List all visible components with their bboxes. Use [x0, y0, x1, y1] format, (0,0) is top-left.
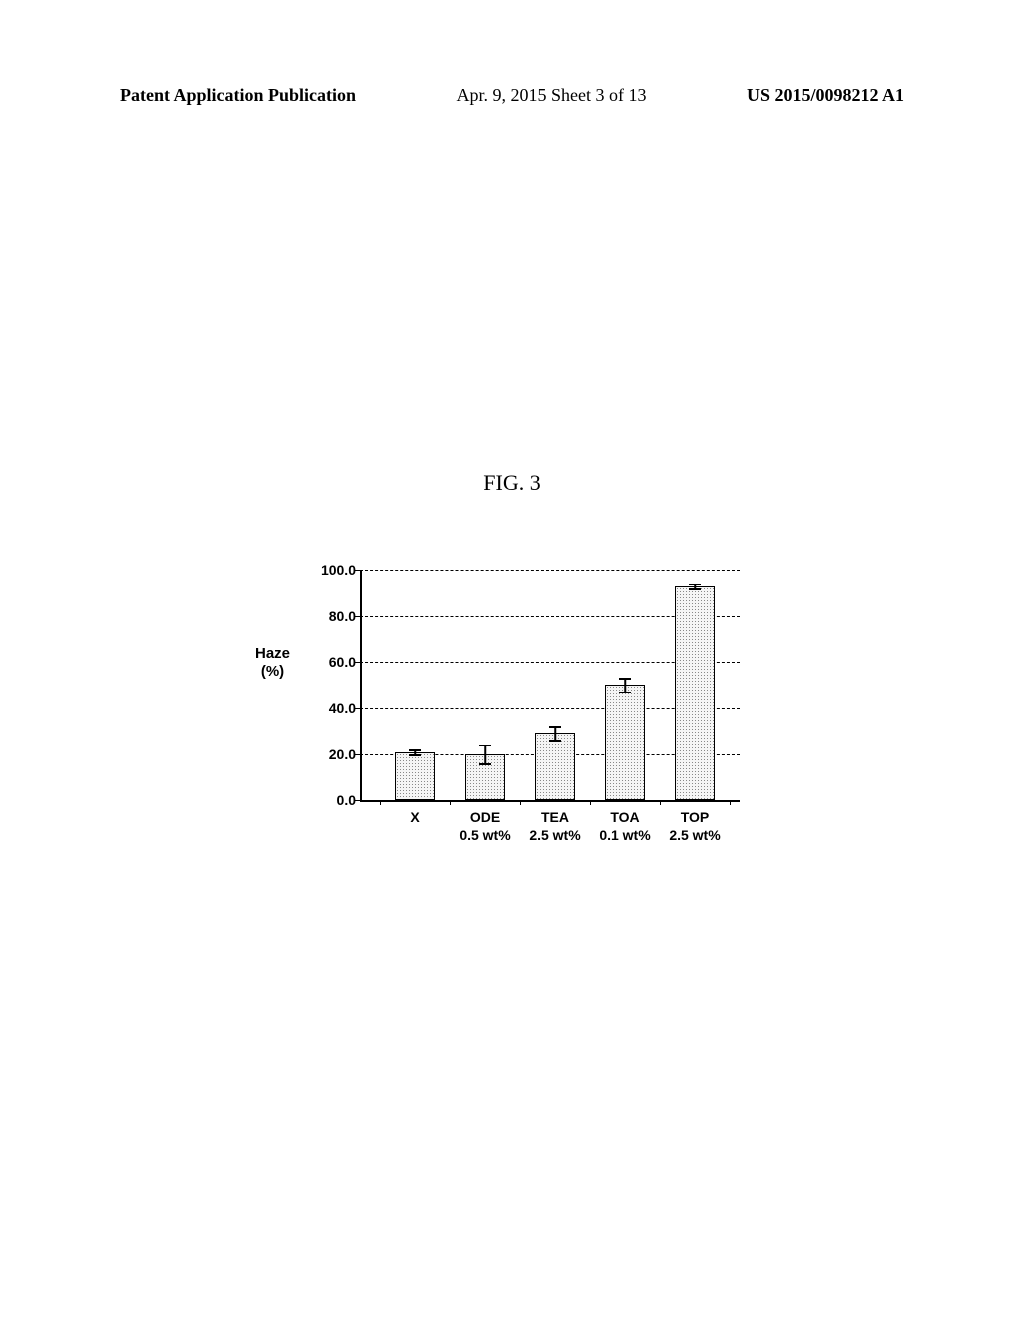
y-tick-label: 80.0 [318, 608, 356, 624]
gridline [360, 570, 740, 571]
y-tick-label: 40.0 [318, 700, 356, 716]
y-axis-label: Haze (%) [255, 645, 290, 681]
haze-bar-chart: Haze (%) 0.020.040.060.080.0100.0XODE0.5… [290, 560, 750, 850]
header-sheet-info: Apr. 9, 2015 Sheet 3 of 13 [457, 85, 647, 106]
figure-title: FIG. 3 [483, 470, 540, 496]
bar [395, 752, 435, 800]
bar [535, 733, 575, 800]
error-cap-bottom [689, 588, 701, 590]
error-cap-top [619, 678, 631, 680]
error-cap-top [409, 749, 421, 751]
x-axis-label: X [380, 808, 450, 826]
x-axis-label: ODE0.5 wt% [450, 808, 520, 844]
error-bar [484, 745, 486, 763]
bar [605, 685, 645, 800]
y-tick-label: 60.0 [318, 654, 356, 670]
y-tick-label: 100.0 [318, 562, 356, 578]
y-axis-label-line2: (%) [261, 663, 284, 680]
header-patent-number: US 2015/0098212 A1 [747, 85, 904, 106]
error-cap-bottom [409, 754, 421, 756]
y-tick-label: 0.0 [318, 792, 356, 808]
error-cap-bottom [619, 692, 631, 694]
error-cap-top [549, 726, 561, 728]
error-cap-top [479, 745, 491, 747]
y-axis-label-line1: Haze [255, 645, 290, 662]
error-cap-bottom [549, 740, 561, 742]
y-axis-line [360, 570, 362, 800]
y-tick-label: 20.0 [318, 746, 356, 762]
bar [675, 586, 715, 800]
x-axis-label: TOA0.1 wt% [590, 808, 660, 844]
x-axis-label: TOP2.5 wt% [660, 808, 730, 844]
x-axis-line [360, 800, 740, 802]
header-publication: Patent Application Publication [120, 85, 356, 106]
error-cap-bottom [479, 763, 491, 765]
error-cap-top [689, 584, 701, 586]
page-header: Patent Application Publication Apr. 9, 2… [0, 85, 1024, 106]
error-bar [624, 678, 626, 692]
error-bar [554, 726, 556, 740]
x-axis-label: TEA2.5 wt% [520, 808, 590, 844]
